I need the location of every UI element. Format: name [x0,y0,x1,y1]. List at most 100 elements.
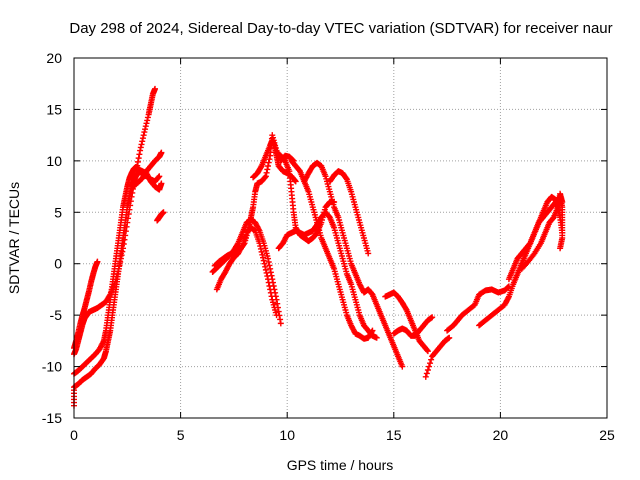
data-point [268,293,275,300]
x-tick-label: 25 [599,427,615,443]
series-arc20 [476,193,566,329]
y-tick-label: -15 [42,410,62,426]
x-tick-label: 20 [493,427,509,443]
data-point [140,132,147,139]
data-point [142,126,149,133]
data-point [265,159,272,166]
data-point [118,252,125,259]
data-point [121,236,128,243]
tick-labels: 0 5 10 15 20 25 -15 -10 -5 0 5 10 15 20 [42,50,615,443]
data-point [266,283,273,289]
data-point [263,169,270,176]
data-point [115,265,122,272]
series-arc14 [326,168,372,257]
data-point [259,251,266,258]
data-point [428,356,435,363]
series-arc5 [130,149,165,190]
x-tick-label: 5 [177,427,185,443]
data-point [267,289,274,296]
data-point [446,334,453,341]
data-point [133,166,140,173]
data-point [331,199,338,205]
series-arc17 [390,314,436,339]
data-point [126,206,133,213]
series-arc12 [288,157,376,342]
series-arc13 [301,159,406,370]
data-point [557,245,564,252]
data-point [137,147,144,154]
data-point [120,245,127,252]
data-point [424,348,431,355]
data-point [135,155,142,162]
data-point [261,260,268,267]
x-tick-label: 0 [70,427,78,443]
data-point [117,255,124,262]
data-point [116,262,123,269]
data-point [422,373,429,380]
data-point [94,258,101,265]
data-point [424,367,431,373]
data-point [122,228,129,235]
x-tick-label: 10 [279,427,295,443]
data-point [128,193,135,200]
data-point [262,263,269,270]
series-arc22 [518,190,566,272]
data-point [138,141,145,148]
data-point [274,300,281,307]
data-point [260,254,267,261]
data-point [292,178,299,185]
data-point [144,117,151,124]
data-point [275,308,282,315]
data-point [160,209,167,216]
data-point [373,334,380,341]
y-tick-label: 10 [46,153,62,169]
data-point [266,262,273,269]
data-point [369,327,376,334]
series-arc15 [273,149,338,245]
data-point [122,232,129,239]
y-tick-label: 20 [46,50,62,66]
data-point [267,286,274,293]
series-arc9 [211,132,297,269]
data-point [257,243,264,250]
y-axis-label: SDTVAR / TECUs [6,182,22,294]
data-point [240,241,247,248]
data-point [264,273,271,280]
data-point [265,279,272,286]
data-point [139,135,146,142]
data-point [137,144,144,151]
y-tick-label: 5 [54,204,62,220]
data-point [265,163,272,169]
grid [74,58,607,418]
data-point [143,120,150,127]
data-point [127,202,134,209]
data-point [134,162,141,169]
data-point [368,328,375,335]
data-point [262,174,269,181]
data-point [343,175,350,182]
data-point [132,174,139,181]
x-axis-label: GPS time / hours [287,457,394,473]
data-point [119,248,126,255]
data-point [155,174,162,181]
data-point [292,177,299,184]
data-point [257,245,264,252]
data-point [158,180,165,187]
data-point [263,269,270,276]
data-point [132,170,139,177]
data-point [156,173,163,180]
data-point [136,151,143,158]
data-point [256,240,263,247]
data-point [559,199,566,205]
y-tick-label: -5 [50,307,63,323]
data-marks [71,85,566,409]
data-point [127,198,134,205]
series-arc18 [422,334,453,380]
data-point [141,129,148,136]
data-point [429,314,436,321]
data-point [258,248,265,255]
data-point [158,149,165,156]
data-point [277,316,284,323]
data-point [129,189,136,196]
data-point [124,219,131,226]
